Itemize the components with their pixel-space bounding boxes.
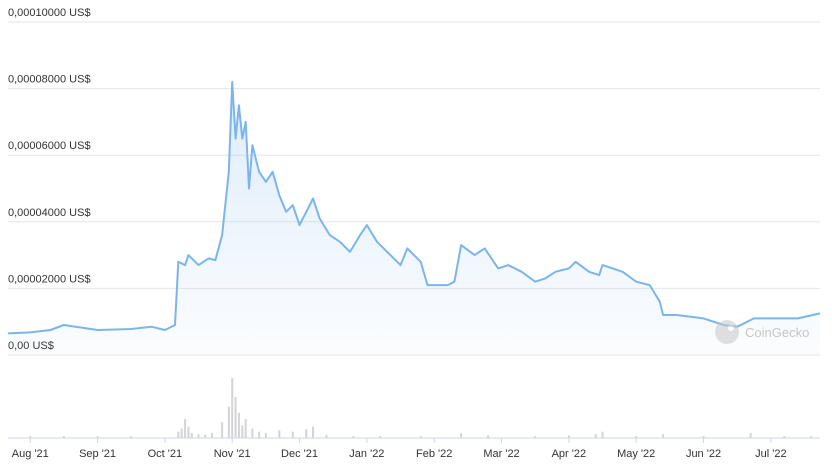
- price-line: [7, 80, 821, 335]
- volume-bar: [534, 436, 537, 438]
- volume-bar: [305, 429, 308, 438]
- volume-bar: [635, 436, 638, 438]
- volume-bar: [187, 426, 190, 438]
- volume-bar: [783, 436, 786, 438]
- volume-bar: [278, 430, 281, 438]
- volume-bar: [234, 397, 237, 438]
- volume-bar: [62, 436, 65, 438]
- x-tick-label: Dec '21: [281, 448, 318, 460]
- volume-bar: [211, 432, 214, 438]
- volume-bar: [251, 428, 254, 438]
- volume-bar: [702, 436, 705, 438]
- y-tick-label: 0,00008000 US$: [8, 74, 91, 86]
- x-tick-label: Nov '21: [214, 448, 251, 460]
- volume-bar: [180, 428, 183, 438]
- volume-bar: [291, 431, 294, 438]
- volume-bar: [352, 436, 355, 438]
- x-tick-label: Mar '22: [483, 448, 519, 460]
- volume-bar: [237, 412, 240, 438]
- volume-bar: [29, 436, 32, 438]
- volume-bar: [312, 426, 315, 438]
- x-tick-label: May '22: [617, 448, 655, 460]
- volume-bar: [487, 435, 490, 438]
- volume-bar: [227, 406, 230, 438]
- volume-bar: [264, 432, 267, 438]
- x-tick-label: Oct '21: [148, 448, 183, 460]
- volume-bar: [749, 432, 752, 438]
- watermark: CoinGecko: [715, 320, 809, 344]
- watermark-text: CoinGecko: [745, 325, 809, 340]
- y-tick-label: 0,00004000 US$: [8, 207, 91, 219]
- volume-bar: [460, 432, 463, 438]
- volume-bar: [662, 434, 665, 438]
- volume-bar: [241, 425, 244, 438]
- volume-bar: [419, 436, 422, 438]
- volume-bar: [325, 434, 328, 438]
- y-tick-label: 0,00010000 US$: [8, 7, 91, 19]
- volume-bar: [231, 378, 234, 438]
- watermark-logo: [715, 320, 739, 344]
- volume-bar: [258, 431, 261, 438]
- x-tick-label: Jul '22: [755, 448, 786, 460]
- x-tick-label: Jan '22: [349, 448, 384, 460]
- volume-bar: [221, 422, 224, 438]
- volume-bar: [244, 419, 247, 438]
- volume-bar: [197, 434, 200, 438]
- x-tick-label: Feb '22: [416, 448, 452, 460]
- x-tick-label: Sep '21: [79, 448, 116, 460]
- watermark-logo-eye: [728, 325, 734, 331]
- x-tick-label: Jun '22: [686, 448, 721, 460]
- y-tick-label: 0,00006000 US$: [8, 140, 91, 152]
- volume-bar: [130, 436, 133, 438]
- volume-bar: [190, 432, 193, 438]
- x-tick-label: Apr '22: [552, 448, 587, 460]
- x-tick-label: Aug '21: [12, 448, 49, 460]
- volume-bar: [204, 434, 207, 438]
- volume-bar: [184, 419, 187, 438]
- volume-bar: [601, 431, 604, 438]
- volume-bar: [810, 436, 813, 438]
- volume-bar: [379, 436, 382, 438]
- area-fill: [8, 81, 820, 356]
- volume-bar: [96, 436, 99, 438]
- volume-bar: [177, 431, 180, 438]
- volume-bar: [594, 434, 597, 438]
- volume-bar: [567, 435, 570, 438]
- y-tick-label: 0,00002000 US$: [8, 273, 91, 285]
